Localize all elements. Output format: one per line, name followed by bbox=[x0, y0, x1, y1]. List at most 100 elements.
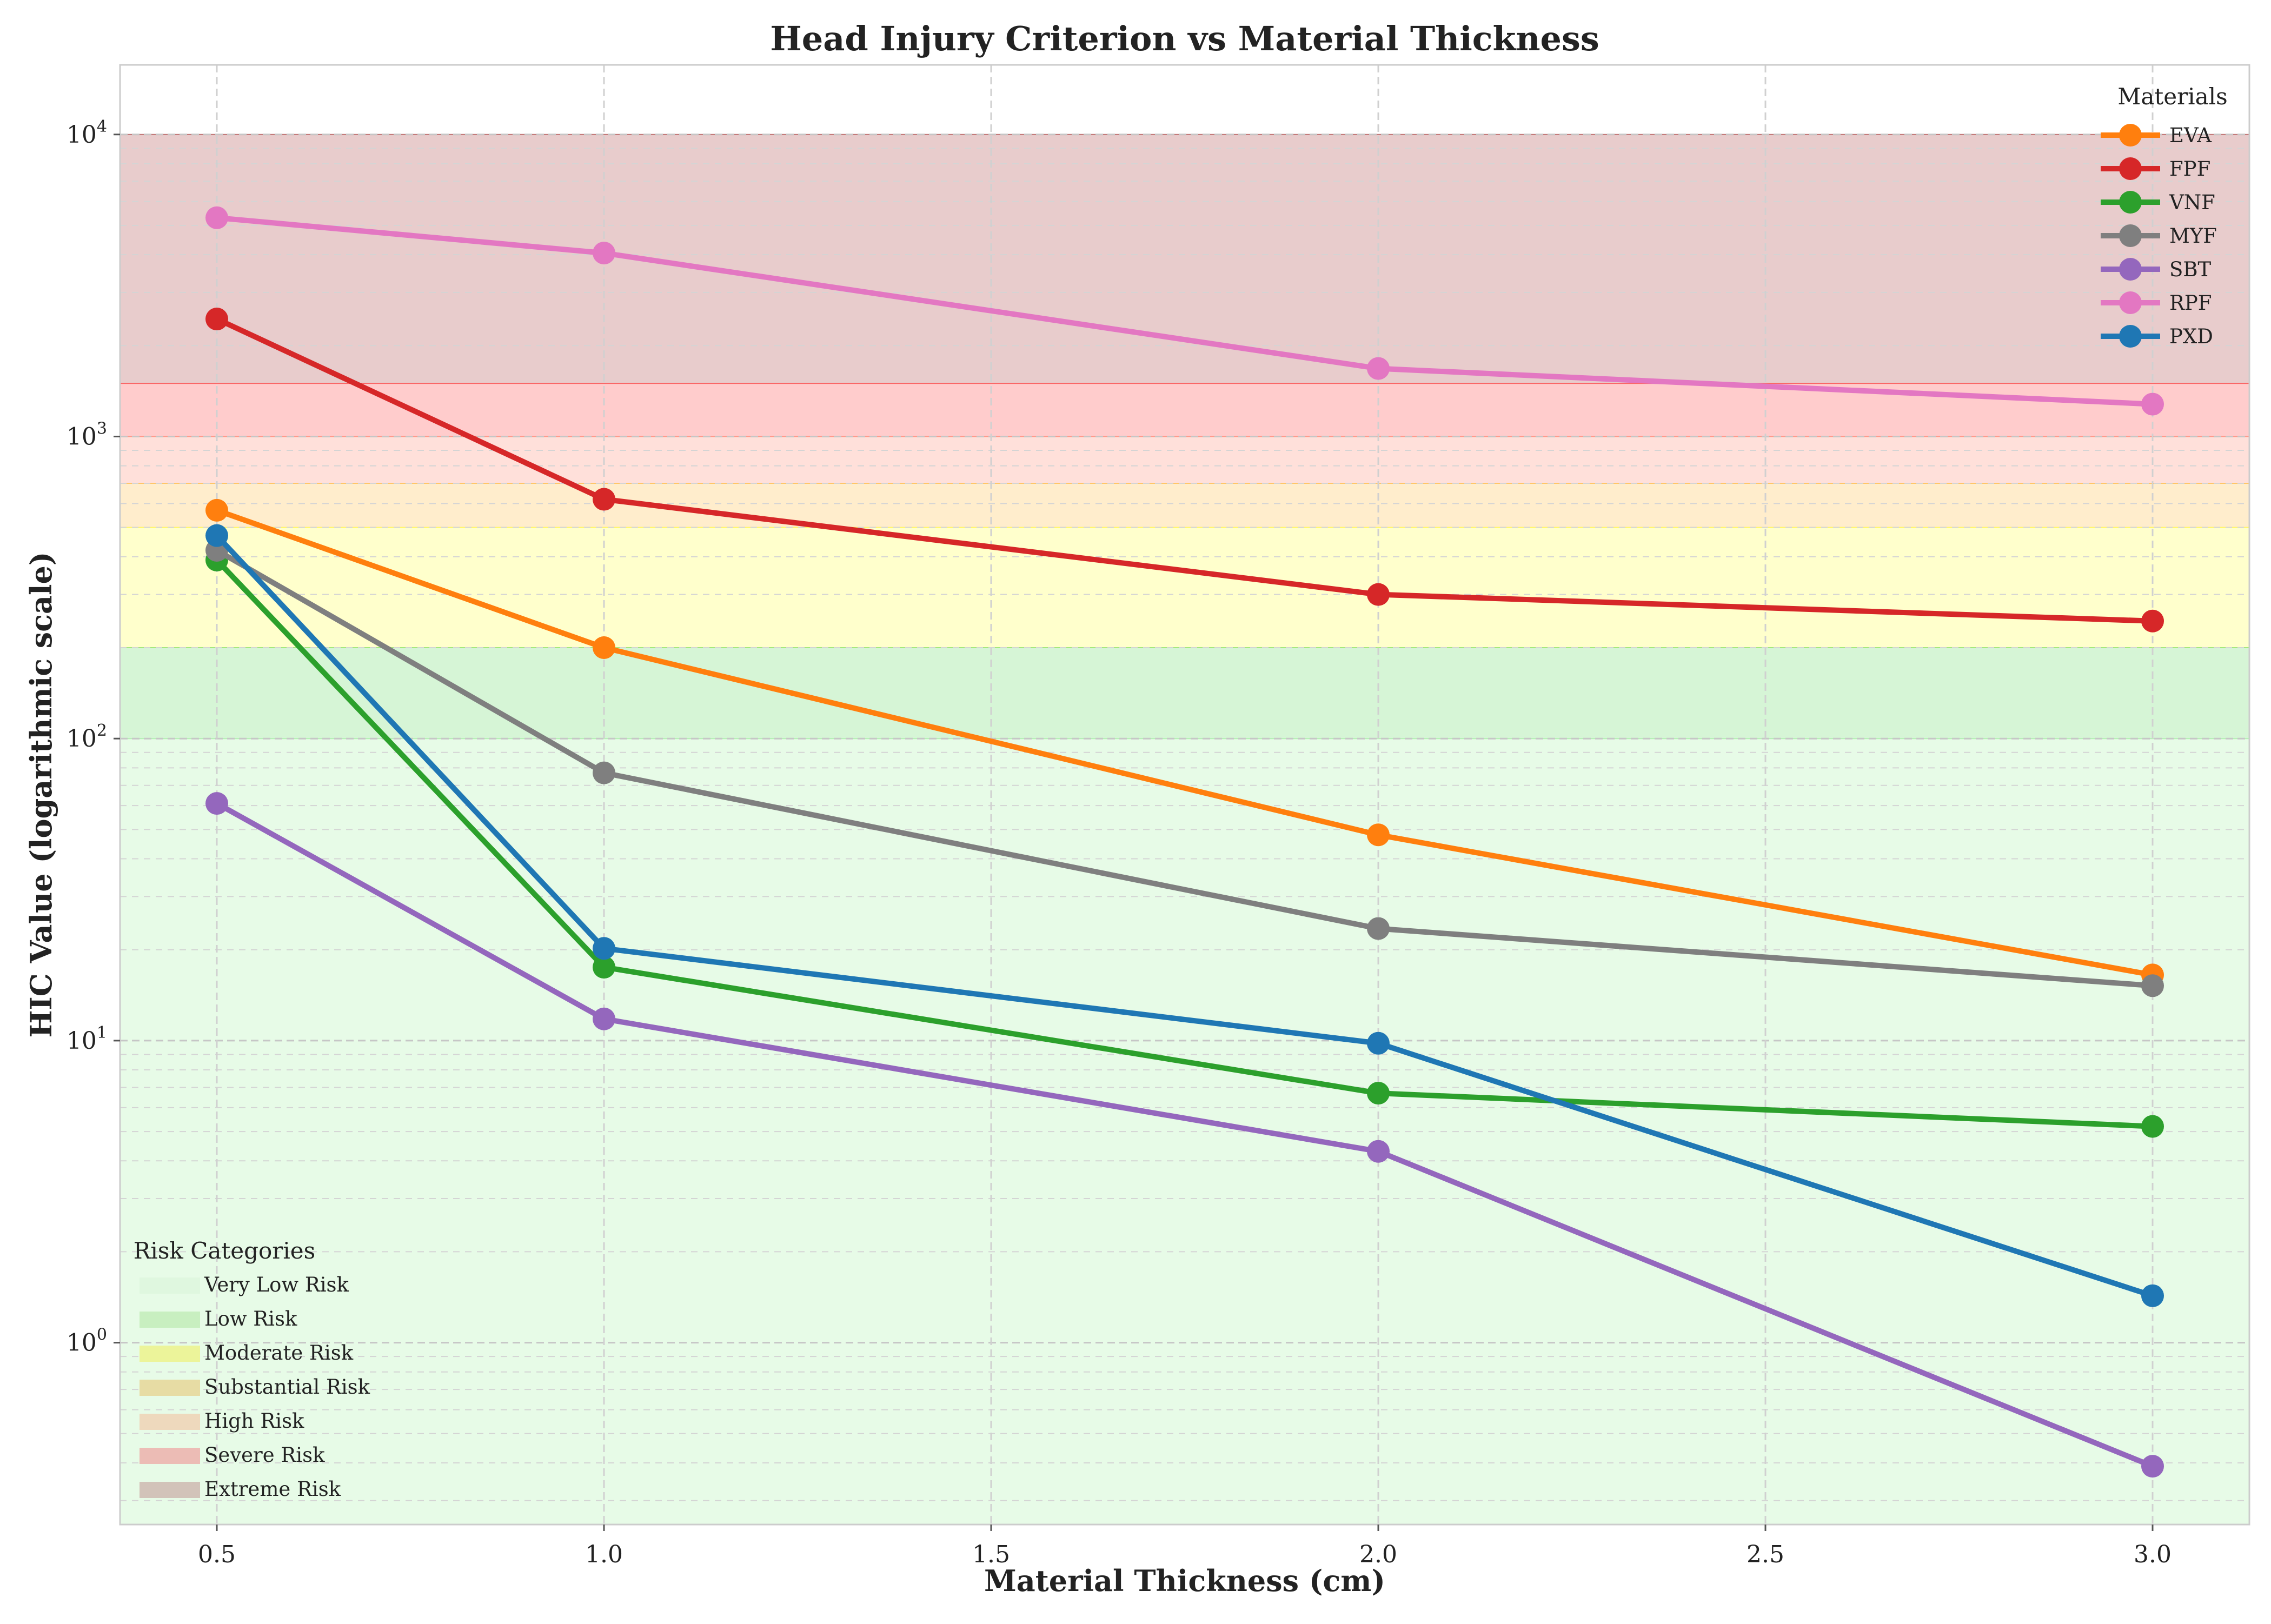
risk-legend-label: Extreme Risk bbox=[204, 1477, 341, 1501]
risk-legend-swatch bbox=[140, 1380, 200, 1396]
legend-label: EVA bbox=[2169, 124, 2212, 147]
data-point bbox=[2141, 1284, 2164, 1307]
data-point bbox=[1367, 357, 1390, 380]
legend-label: SBT bbox=[2169, 258, 2212, 281]
legend-label: MYF bbox=[2169, 224, 2217, 248]
legend-label: VNF bbox=[2169, 191, 2215, 214]
risk-legend-swatch bbox=[140, 1448, 200, 1464]
risk-legend-swatch bbox=[140, 1414, 200, 1430]
risk-band bbox=[120, 647, 2249, 739]
y-tick-label: 102 bbox=[67, 721, 107, 753]
x-tick-label: 3.0 bbox=[2134, 1541, 2172, 1568]
data-point bbox=[2141, 392, 2164, 416]
data-point bbox=[2141, 1115, 2164, 1138]
x-tick-label: 1.0 bbox=[585, 1541, 623, 1568]
materials-legend: Materials EVA FPF VNF MYF SBT RPF PXD bbox=[2101, 83, 2228, 348]
legend-label: FPF bbox=[2169, 157, 2210, 181]
data-point bbox=[593, 956, 615, 979]
risk-legend-swatch bbox=[140, 1312, 200, 1328]
x-tick-label: 1.5 bbox=[972, 1541, 1010, 1568]
risk-legend-swatch bbox=[140, 1277, 200, 1294]
data-point bbox=[1367, 917, 1390, 940]
data-point bbox=[1367, 1140, 1390, 1163]
risk-legend-item: Severe Risk bbox=[140, 1443, 325, 1467]
risk-legend-item: Very Low Risk bbox=[140, 1273, 349, 1296]
legend-item-fpf: FPF bbox=[2101, 157, 2210, 181]
series-sbt bbox=[205, 792, 2164, 1478]
series-myf bbox=[205, 538, 2164, 997]
data-point bbox=[593, 937, 615, 960]
series-line bbox=[214, 507, 2155, 978]
data-point bbox=[1367, 1031, 1390, 1055]
data-point bbox=[2141, 1455, 2164, 1478]
risk-legend-item: Extreme Risk bbox=[140, 1477, 341, 1501]
data-point bbox=[593, 761, 615, 784]
x-tick-label: 2.0 bbox=[1359, 1541, 1397, 1568]
risk-legend-item: Moderate Risk bbox=[140, 1341, 354, 1365]
y-tick-label: 101 bbox=[67, 1023, 107, 1055]
legend-item-eva: EVA bbox=[2101, 124, 2212, 147]
legend-swatch-marker bbox=[2119, 157, 2142, 180]
risk-band bbox=[120, 483, 2249, 528]
data-point bbox=[205, 498, 228, 522]
data-point bbox=[593, 242, 615, 265]
risk-legend-label: Severe Risk bbox=[204, 1443, 325, 1467]
series-pxd bbox=[205, 524, 2164, 1307]
y-axis-label: HIC Value (logarithmic scale) bbox=[24, 552, 58, 1038]
series-line bbox=[214, 215, 2155, 407]
series-rpf bbox=[205, 206, 2164, 416]
risk-legend-label: Moderate Risk bbox=[204, 1341, 354, 1365]
data-point bbox=[2141, 609, 2164, 633]
x-tick-label: 0.5 bbox=[198, 1541, 236, 1568]
y-tick-label: 103 bbox=[67, 419, 107, 450]
data-point bbox=[593, 488, 615, 511]
data-point bbox=[205, 308, 228, 331]
risk-legend-swatch bbox=[140, 1482, 200, 1498]
risk-legend-label: Substantial Risk bbox=[204, 1375, 370, 1399]
series-line bbox=[214, 557, 2155, 1129]
legend-item-sbt: SBT bbox=[2101, 258, 2212, 281]
legend-item-vnf: VNF bbox=[2101, 191, 2215, 214]
legend-swatch-marker bbox=[2119, 258, 2142, 281]
series-line bbox=[214, 801, 2155, 1469]
legend-swatch-marker bbox=[2119, 124, 2142, 147]
risk-legend-item: Low Risk bbox=[140, 1307, 297, 1330]
data-point bbox=[205, 792, 228, 815]
risk-legend-swatch bbox=[140, 1346, 200, 1362]
risk-legend: Risk Categories Very Low Risk Low Risk Mode… bbox=[134, 1237, 370, 1501]
series-line bbox=[214, 533, 2155, 1299]
plot-frame bbox=[119, 64, 2250, 1526]
legend-item-rpf: RPF bbox=[2101, 291, 2212, 315]
x-tick-label: 2.5 bbox=[1747, 1541, 1784, 1568]
legend-item-myf: MYF bbox=[2101, 224, 2217, 248]
data-point bbox=[1367, 583, 1390, 606]
series-line bbox=[214, 548, 2155, 989]
risk-legend-item: Substantial Risk bbox=[140, 1375, 370, 1399]
materials-legend-title: Materials bbox=[2117, 83, 2227, 110]
chart-title: Head Injury Criterion vs Material Thickn… bbox=[770, 19, 1599, 58]
risk-legend-label: High Risk bbox=[204, 1409, 304, 1433]
legend-item-pxd: PXD bbox=[2101, 325, 2213, 348]
risk-legend-label: Very Low Risk bbox=[204, 1273, 349, 1296]
risk-legend-title: Risk Categories bbox=[134, 1237, 315, 1264]
data-point bbox=[205, 524, 228, 547]
data-point bbox=[593, 636, 615, 659]
data-point bbox=[1367, 1082, 1390, 1105]
risk-band bbox=[120, 527, 2249, 648]
y-tick-label: 104 bbox=[67, 117, 107, 149]
legend-swatch-marker bbox=[2119, 291, 2142, 314]
legend-label: PXD bbox=[2169, 325, 2213, 348]
data-point bbox=[593, 1007, 615, 1030]
y-tick-label: 100 bbox=[67, 1326, 107, 1357]
legend-swatch-marker bbox=[2119, 191, 2142, 214]
data-point bbox=[1367, 823, 1390, 847]
legend-label: RPF bbox=[2169, 291, 2212, 315]
legend-swatch-marker bbox=[2119, 325, 2142, 348]
risk-band bbox=[120, 436, 2249, 484]
legend-swatch-marker bbox=[2119, 224, 2142, 247]
data-point bbox=[2141, 974, 2164, 997]
data-point bbox=[205, 206, 228, 229]
x-axis-label: Material Thickness (cm) bbox=[984, 1563, 1385, 1598]
